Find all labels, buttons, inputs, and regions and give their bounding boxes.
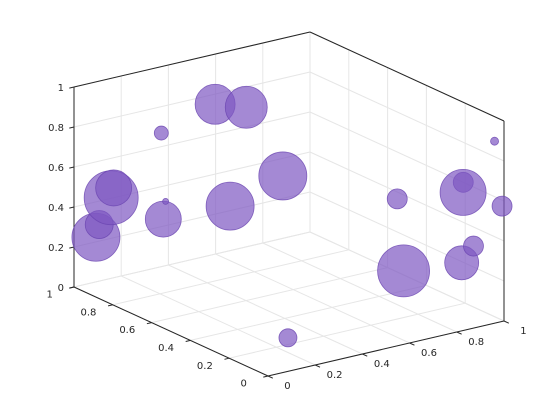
z-tick-mark: [69, 206, 75, 209]
y-tick-label: 0.2: [197, 361, 213, 372]
floor-gridline-x: [215, 253, 410, 344]
bubble-point: [144, 200, 182, 238]
back-wall-gridline-z: [73, 111, 311, 168]
z-tick-label: 0.4: [48, 203, 64, 214]
bubble-point: [95, 169, 133, 207]
axes-box: [69, 31, 510, 379]
z-tick-label: 0: [58, 283, 64, 294]
z-tick-mark: [69, 126, 75, 129]
x-tick-mark: [503, 320, 510, 324]
z-tick-label: 0.6: [48, 163, 64, 174]
x-tick-mark: [362, 353, 368, 357]
x-tick-label: 0.2: [327, 370, 343, 381]
bubble-point: [386, 188, 408, 210]
x-tick-label: 0.8: [468, 337, 484, 348]
back-wall-gridline-z: [73, 231, 311, 288]
x-tick-label: 0.4: [374, 359, 390, 370]
y-tick-label: 0.8: [81, 307, 97, 318]
bubble-point: [258, 151, 308, 201]
bubble-point: [205, 181, 255, 231]
y-tick-mark: [146, 322, 152, 325]
z-tick-label: 0.2: [48, 243, 64, 254]
y-tick-mark: [263, 375, 269, 378]
side-wall-gridline-z: [309, 71, 505, 162]
y-tick-mark: [185, 339, 191, 342]
box-edge-top-side: [309, 31, 505, 122]
z-tick-label: 1: [58, 83, 64, 94]
y-tick-label: 0.6: [119, 325, 135, 336]
y-tick-label: 0.4: [158, 343, 174, 354]
box-edge-top-back: [73, 31, 311, 88]
floor-gridline-x: [120, 275, 316, 366]
grid-layer: [73, 31, 505, 377]
floor-gridline-x: [262, 242, 458, 333]
bubble-point: [490, 136, 499, 146]
x-tick-mark: [267, 375, 274, 379]
z-tick-mark: [69, 246, 75, 249]
floor-gridline-y: [229, 302, 466, 359]
bubble-point: [491, 195, 513, 217]
bubble-point: [153, 125, 169, 141]
x-tick-mark: [409, 342, 415, 346]
bubble-point: [463, 235, 484, 257]
y-axis-line: [73, 286, 269, 377]
bubble-point: [377, 244, 430, 298]
tick-labels: 00.20.40.60.8100.20.40.60.8100.20.40.60.…: [46, 83, 526, 392]
back-wall-gridline-z: [73, 71, 311, 128]
floor-gridline-y: [151, 267, 388, 324]
z-tick-mark: [69, 86, 75, 89]
bubble-layer: [71, 83, 513, 348]
y-tick-mark: [107, 304, 113, 307]
bubble-point: [439, 168, 487, 216]
bubble-point: [162, 197, 170, 205]
x-axis-line: [267, 320, 505, 377]
x-tick-mark: [314, 364, 321, 368]
bubble-point: [278, 328, 298, 348]
y-tick-label: 1: [46, 290, 52, 301]
x-tick-mark: [456, 331, 462, 335]
y-tick-mark: [224, 357, 230, 360]
y-tick-label: 0: [240, 379, 246, 390]
y-tick-mark: [69, 286, 75, 289]
floor-gridline-x: [168, 264, 363, 355]
z-tick-mark: [69, 166, 75, 169]
z-tick-label: 0.8: [48, 123, 64, 134]
floor-gridline-y: [112, 249, 349, 306]
x-tick-label: 0.6: [421, 348, 437, 359]
floor-gridline-y: [190, 284, 427, 341]
x-tick-label: 0: [284, 381, 290, 392]
bubble-point: [224, 85, 268, 129]
x-tick-label: 1: [520, 326, 526, 337]
